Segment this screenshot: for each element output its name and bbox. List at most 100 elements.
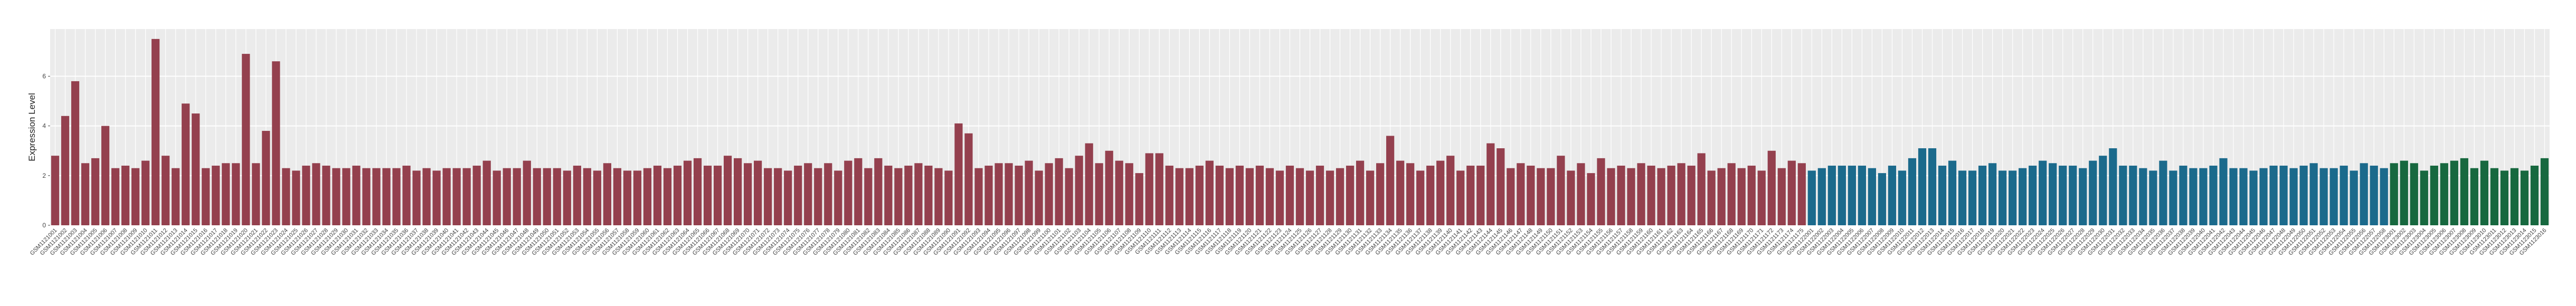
bar — [1205, 160, 1214, 225]
bar — [1396, 160, 1405, 225]
bar — [1757, 170, 1766, 225]
bar — [1607, 168, 1615, 225]
bar — [2390, 163, 2398, 225]
bar — [824, 163, 832, 225]
bar — [1366, 170, 1375, 225]
bar — [2159, 160, 2167, 225]
bar — [1707, 170, 1716, 225]
bar — [2309, 163, 2318, 225]
y-tick-label: 4 — [42, 122, 46, 130]
bar — [1908, 158, 1917, 225]
bar — [372, 168, 381, 225]
bar — [2340, 165, 2348, 225]
bar — [984, 165, 993, 225]
bar — [964, 133, 973, 225]
bar — [2199, 168, 2208, 225]
bar — [71, 81, 80, 225]
bar — [2119, 165, 2127, 225]
bar — [1386, 136, 1395, 225]
bar — [2049, 163, 2057, 225]
bar — [1446, 156, 1455, 225]
bar — [1958, 170, 1967, 225]
bar — [1527, 165, 1535, 225]
bar — [1436, 160, 1445, 225]
bar — [2430, 165, 2438, 225]
bar — [412, 170, 421, 225]
bar — [2079, 168, 2087, 225]
bar — [1265, 168, 1274, 225]
bar — [1346, 165, 1355, 225]
bar — [1537, 168, 1545, 225]
bar — [302, 165, 310, 225]
bar — [1145, 153, 1153, 225]
bar — [673, 165, 682, 225]
bar — [1055, 158, 1063, 225]
bar — [754, 160, 762, 225]
bar — [2179, 165, 2187, 225]
bar — [904, 165, 913, 225]
bar — [2219, 158, 2228, 225]
y-tick-label: 6 — [42, 72, 46, 80]
bar — [784, 170, 792, 225]
bar — [573, 165, 581, 225]
bar — [81, 163, 90, 225]
bar — [1005, 163, 1013, 225]
bar — [2189, 168, 2198, 225]
bar — [2109, 148, 2117, 225]
y-axis-label: Expression Level — [27, 93, 37, 161]
bar — [884, 165, 893, 225]
bar — [643, 168, 652, 225]
bar — [1697, 153, 1706, 225]
bar — [2059, 165, 2067, 225]
bar — [1617, 165, 1625, 225]
bar — [1737, 168, 1746, 225]
bar — [1285, 165, 1294, 225]
bar — [382, 168, 391, 225]
bar — [1777, 168, 1786, 225]
bar — [1406, 163, 1415, 225]
bar — [1315, 165, 1324, 225]
bar — [2329, 168, 2338, 225]
bar — [1376, 163, 1385, 225]
bar — [1215, 165, 1224, 225]
bar — [583, 168, 591, 225]
bar — [61, 116, 70, 225]
bar — [272, 61, 280, 226]
bar — [874, 158, 883, 225]
bar — [864, 168, 873, 225]
bar — [452, 168, 461, 225]
bar — [733, 158, 742, 225]
bar — [362, 168, 371, 225]
y-tick-label: 2 — [42, 172, 46, 179]
bar — [51, 156, 60, 225]
bar — [2350, 170, 2358, 225]
bar — [172, 168, 180, 225]
bar — [1988, 163, 1997, 225]
bar — [222, 163, 230, 225]
bar — [1466, 165, 1475, 225]
bar — [2530, 165, 2539, 225]
bar — [703, 165, 712, 225]
bar — [613, 168, 622, 225]
bar — [533, 168, 541, 225]
bar — [2289, 168, 2298, 225]
bar — [2069, 165, 2077, 225]
bar — [1336, 168, 1344, 225]
bar — [2139, 168, 2147, 225]
bar — [954, 123, 963, 225]
bar — [2370, 165, 2378, 225]
bar — [422, 168, 431, 225]
bar — [1125, 163, 1133, 225]
bar — [744, 163, 752, 225]
bar — [794, 165, 802, 225]
bar — [1797, 163, 1806, 225]
bar — [1918, 148, 1927, 225]
bar — [934, 168, 943, 225]
bar — [1567, 170, 1575, 225]
bar — [1888, 165, 1897, 225]
bar — [2490, 168, 2499, 225]
bar — [1827, 165, 1836, 225]
bar — [1817, 168, 1826, 225]
bar — [1627, 168, 1635, 225]
